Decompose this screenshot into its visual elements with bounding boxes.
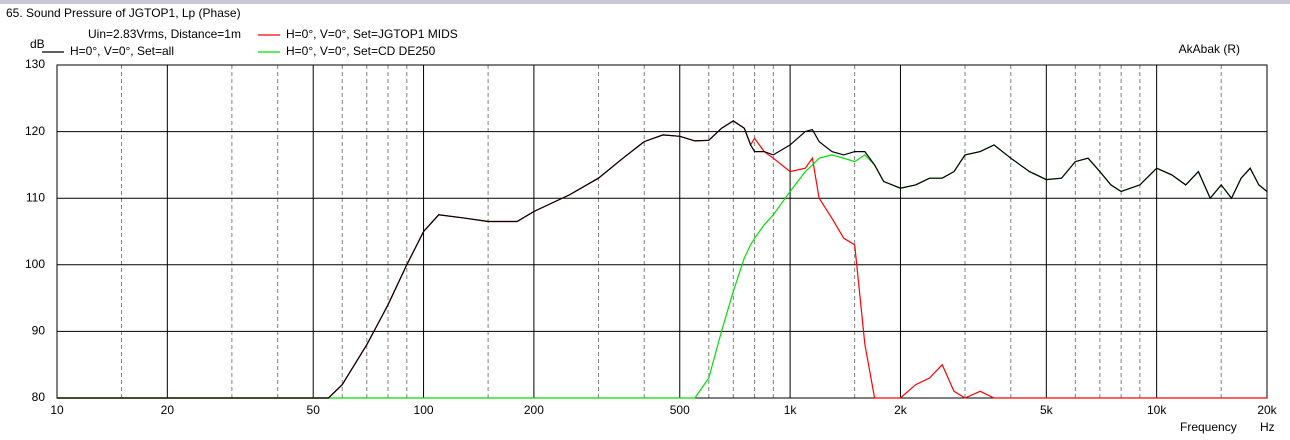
y-tick-label: 80 xyxy=(32,390,46,404)
legend-label: H=0°, V=0°, Set=JGTOP1 MIDS xyxy=(286,27,458,41)
x-tick-label: 1k xyxy=(784,403,798,417)
y-axis-label: dB xyxy=(30,37,45,51)
x-tick-label: 500 xyxy=(670,403,690,417)
x-tick-label: 10 xyxy=(50,403,64,417)
x-tick-label: 200 xyxy=(524,403,544,417)
legend-label: H=0°, V=0°, Set=CD DE250 xyxy=(286,44,436,58)
y-tick-label: 90 xyxy=(32,324,46,338)
x-tick-label: 20k xyxy=(1257,403,1277,417)
x-unit: Hz xyxy=(1260,420,1275,434)
x-tick-label: 20 xyxy=(161,403,175,417)
y-tick-label: 110 xyxy=(26,190,45,204)
x-tick-label: 10k xyxy=(1147,403,1167,417)
y-tick-label: 100 xyxy=(25,257,45,271)
y-tick-label: 130 xyxy=(25,57,45,71)
x-axis-label: Frequency xyxy=(1180,420,1237,434)
series-line xyxy=(57,120,1267,399)
annotation: AkAbak (R) xyxy=(1179,42,1240,56)
chart-title: 65. Sound Pressure of JGTOP1, Lp (Phase) xyxy=(6,6,241,20)
x-tick-label: 5k xyxy=(1040,403,1054,417)
y-tick-label: 120 xyxy=(25,124,45,138)
subtitle: Uin=2.83Vrms, Distance=1m xyxy=(88,27,241,41)
plot-area xyxy=(56,64,1268,399)
top-strip xyxy=(0,0,1290,4)
x-tick-label: 2k xyxy=(894,403,908,417)
x-tick-label: 100 xyxy=(414,403,434,417)
x-tick-label: 50 xyxy=(307,403,321,417)
legend-label: H=0°, V=0°, Set=all xyxy=(70,44,174,58)
